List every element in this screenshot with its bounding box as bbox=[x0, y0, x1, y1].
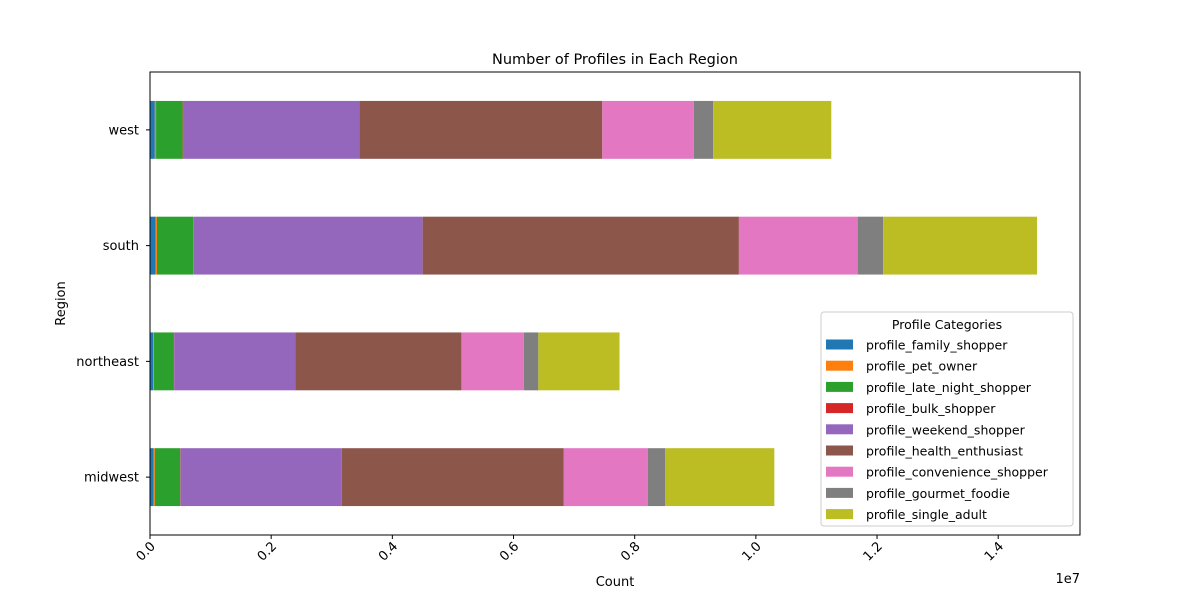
x-tick-label-1.2: 1.2 bbox=[861, 539, 886, 564]
bar-midwest-profile_single_adult bbox=[665, 448, 775, 507]
bar-midwest-profile_health_enthusiast bbox=[341, 448, 564, 507]
bar-midwest-profile_pet_owner bbox=[153, 448, 155, 507]
legend-swatch-profile_family_shopper bbox=[826, 339, 853, 350]
bar-south-profile_family_shopper bbox=[150, 216, 156, 275]
bar-northeast-profile_family_shopper bbox=[150, 332, 154, 391]
legend-swatch-profile_late_night_shopper bbox=[826, 381, 853, 392]
bar-midwest-profile_convenience_shopper bbox=[563, 448, 648, 507]
bar-midwest-profile_family_shopper bbox=[150, 448, 154, 507]
y-axis-label: Region bbox=[54, 281, 69, 326]
y-tick-label-south: south bbox=[103, 239, 139, 254]
x-tick-label-0.6: 0.6 bbox=[497, 539, 522, 564]
bar-south-profile_convenience_shopper bbox=[738, 216, 858, 275]
bar-west-profile_late_night_shopper bbox=[156, 100, 183, 159]
legend-label-profile_late_night_shopper: profile_late_night_shopper bbox=[866, 380, 1032, 395]
bar-midwest-profile_weekend_shopper bbox=[180, 448, 342, 507]
legend-box bbox=[820, 311, 1074, 527]
bar-midwest-profile_late_night_shopper bbox=[154, 448, 181, 507]
legend-label-profile_weekend_shopper: profile_weekend_shopper bbox=[866, 422, 1026, 437]
legend-label-profile_family_shopper: profile_family_shopper bbox=[866, 338, 1008, 353]
bar-northeast-profile_gourmet_foodie bbox=[523, 332, 539, 391]
legend-swatch-profile_weekend_shopper bbox=[826, 424, 853, 435]
bar-northeast-profile_late_night_shopper bbox=[153, 332, 174, 391]
legend-label-profile_health_enthusiast: profile_health_enthusiast bbox=[866, 444, 1023, 459]
bar-west-profile_family_shopper bbox=[150, 100, 155, 159]
y-tick-label-west: west bbox=[108, 123, 139, 138]
y-tick-label-northeast: northeast bbox=[76, 355, 139, 370]
legend-title: Profile Categories bbox=[892, 317, 1002, 332]
bar-northeast-profile_weekend_shopper bbox=[174, 332, 296, 391]
bar-west-profile_health_enthusiast bbox=[359, 100, 603, 159]
bar-west-profile_gourmet_foodie bbox=[693, 100, 714, 159]
x-axis-label: Count bbox=[596, 575, 635, 590]
bar-northeast-profile_health_enthusiast bbox=[295, 332, 462, 391]
bar-northeast-profile_convenience_shopper bbox=[461, 332, 524, 391]
legend-label-profile_gourmet_foodie: profile_gourmet_foodie bbox=[866, 486, 1010, 501]
x-tick-label-0.0: 0.0 bbox=[134, 539, 159, 564]
legend-label-profile_convenience_shopper: profile_convenience_shopper bbox=[866, 465, 1049, 480]
x-tick-label-0.8: 0.8 bbox=[618, 539, 643, 564]
legend: Profile Categories profile_family_shoppe… bbox=[820, 311, 1074, 527]
legend-items: profile_family_shopper profile_pet_ownerp… bbox=[826, 338, 1049, 522]
chart-title: Number of Profiles in Each Region bbox=[492, 52, 738, 68]
legend-swatch-profile_health_enthusiast bbox=[826, 445, 853, 456]
legend-swatch-profile_gourmet_foodie bbox=[826, 487, 853, 498]
bars-layer bbox=[150, 100, 1037, 507]
bar-south-profile_gourmet_foodie bbox=[857, 216, 884, 275]
legend-label-profile_pet_owner: profile_pet_owner bbox=[866, 359, 978, 374]
legend-swatch-profile_convenience_shopper bbox=[826, 466, 853, 477]
bar-south-profile_late_night_shopper bbox=[156, 216, 194, 275]
x-tick-label-1.0: 1.0 bbox=[739, 539, 764, 564]
legend-label-profile_bulk_shopper: profile_bulk_shopper bbox=[866, 401, 996, 416]
legend-label-profile_single_adult: profile_single_adult bbox=[866, 507, 987, 522]
x-axis: 0.0 0.2 0.4 0.6 0.8 1.0 1.2 1.4 bbox=[134, 535, 1007, 564]
legend-swatch-profile_bulk_shopper bbox=[826, 403, 853, 414]
x-tick-label-0.2: 0.2 bbox=[255, 539, 280, 564]
legend-swatch-profile_pet_owner bbox=[826, 360, 853, 371]
legend-swatch-profile_single_adult bbox=[826, 509, 853, 520]
bar-west-profile_weekend_shopper bbox=[183, 100, 360, 159]
bar-south-profile_health_enthusiast bbox=[422, 216, 739, 275]
x-tick-label-1.4: 1.4 bbox=[982, 539, 1007, 564]
bar-south-profile_weekend_shopper bbox=[193, 216, 423, 275]
y-axis: midwest northeast south west bbox=[76, 123, 150, 486]
x-tick-label-0.4: 0.4 bbox=[376, 539, 401, 564]
bar-midwest-profile_gourmet_foodie bbox=[647, 448, 666, 507]
bar-northeast-profile_single_adult bbox=[538, 332, 620, 391]
bar-northeast-profile_pet_owner bbox=[153, 332, 154, 391]
x-axis-scale-label: 1e7 bbox=[1055, 572, 1080, 587]
bar-west-profile_single_adult bbox=[713, 100, 832, 159]
bar-west-profile_pet_owner bbox=[154, 100, 157, 159]
bar-south-profile_single_adult bbox=[883, 216, 1037, 275]
bar-south-profile_pet_owner bbox=[155, 216, 157, 275]
plot-frame bbox=[149, 71, 1081, 536]
y-tick-label-midwest: midwest bbox=[84, 471, 139, 486]
bar-west-profile_convenience_shopper bbox=[602, 100, 694, 159]
